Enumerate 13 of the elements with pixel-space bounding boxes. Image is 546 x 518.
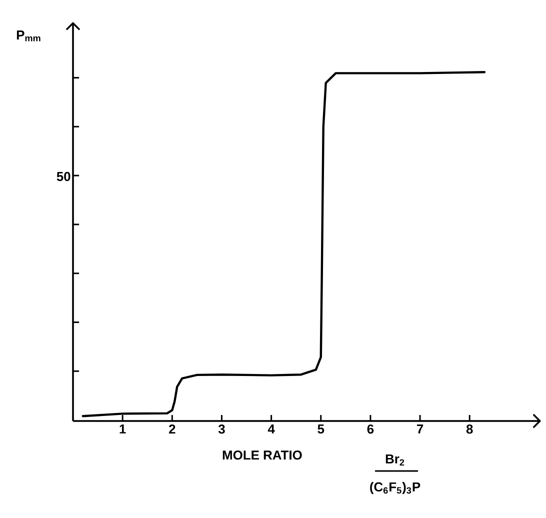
text: Br$_{2}$ <box>386 454 404 466</box>
y-axis-title: P$_{mm}$ <box>16 30 40 42</box>
x-tick-label: 6 <box>367 424 374 434</box>
x-tick-label: 2 <box>169 424 176 434</box>
x-tick-label: 3 <box>218 424 225 434</box>
text: (C$_{6}$F$_{5}$)$_{3}$P <box>370 482 420 494</box>
x-tick-label: 8 <box>466 424 473 434</box>
x-axis-title: MOLE RATIO <box>222 450 302 460</box>
x-tick-label: 1 <box>120 424 126 434</box>
x-tick-label: 7 <box>416 424 424 434</box>
x-tick-label: 5 <box>318 424 324 434</box>
text: 50 <box>56 172 70 182</box>
x-tick-label: 4 <box>268 424 275 434</box>
